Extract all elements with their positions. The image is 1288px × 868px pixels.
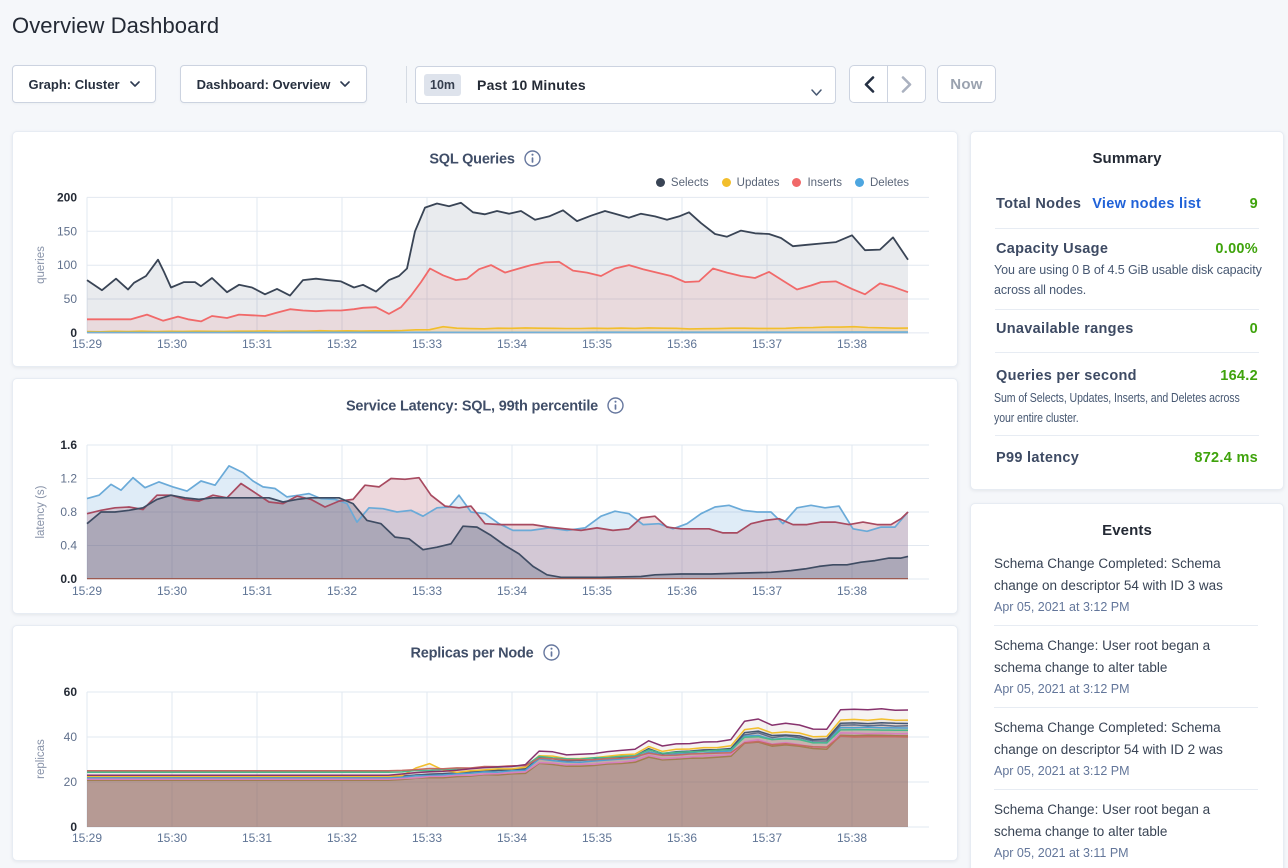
svg-text:15:29: 15:29 (72, 337, 102, 351)
svg-text:15:34: 15:34 (497, 337, 527, 351)
svg-text:15:33: 15:33 (412, 831, 442, 845)
svg-text:15:31: 15:31 (242, 337, 272, 351)
svg-text:20: 20 (64, 775, 78, 789)
svg-text:15:32: 15:32 (327, 584, 357, 598)
svg-text:15:30: 15:30 (157, 337, 187, 351)
svg-text:15:35: 15:35 (582, 584, 612, 598)
svg-text:15:29: 15:29 (72, 831, 102, 845)
svg-text:15:38: 15:38 (837, 337, 867, 351)
svg-text:15:38: 15:38 (837, 584, 867, 598)
svg-text:latency (s): latency (s) (35, 485, 47, 538)
svg-text:50: 50 (64, 292, 78, 306)
svg-text:40: 40 (64, 730, 78, 744)
svg-text:15:33: 15:33 (412, 337, 442, 351)
svg-text:150: 150 (57, 224, 77, 238)
svg-text:15:32: 15:32 (327, 831, 357, 845)
svg-text:15:31: 15:31 (242, 584, 272, 598)
svg-text:0.8: 0.8 (60, 505, 77, 519)
svg-text:15:35: 15:35 (582, 831, 612, 845)
svg-text:60: 60 (64, 685, 78, 699)
svg-text:15:33: 15:33 (412, 584, 442, 598)
svg-text:15:36: 15:36 (667, 831, 697, 845)
svg-text:0.0: 0.0 (60, 572, 77, 586)
svg-text:100: 100 (57, 258, 77, 272)
svg-text:15:37: 15:37 (752, 584, 782, 598)
svg-text:0.4: 0.4 (60, 539, 77, 553)
svg-text:15:29: 15:29 (72, 584, 102, 598)
svg-text:15:32: 15:32 (327, 337, 357, 351)
svg-text:15:37: 15:37 (752, 337, 782, 351)
svg-text:15:35: 15:35 (582, 337, 612, 351)
svg-text:queries: queries (35, 246, 47, 284)
svg-text:replicas: replicas (35, 739, 47, 779)
svg-text:15:30: 15:30 (157, 831, 187, 845)
svg-text:0: 0 (70, 820, 77, 834)
svg-text:15:36: 15:36 (667, 584, 697, 598)
svg-text:1.6: 1.6 (60, 438, 77, 452)
svg-text:15:34: 15:34 (497, 831, 527, 845)
svg-text:15:36: 15:36 (667, 337, 697, 351)
svg-text:1.2: 1.2 (60, 472, 77, 486)
svg-text:0: 0 (70, 326, 77, 340)
svg-text:15:30: 15:30 (157, 584, 187, 598)
svg-text:15:34: 15:34 (497, 584, 527, 598)
svg-text:15:37: 15:37 (752, 831, 782, 845)
svg-text:15:31: 15:31 (242, 831, 272, 845)
svg-text:15:38: 15:38 (837, 831, 867, 845)
svg-text:200: 200 (57, 190, 77, 204)
